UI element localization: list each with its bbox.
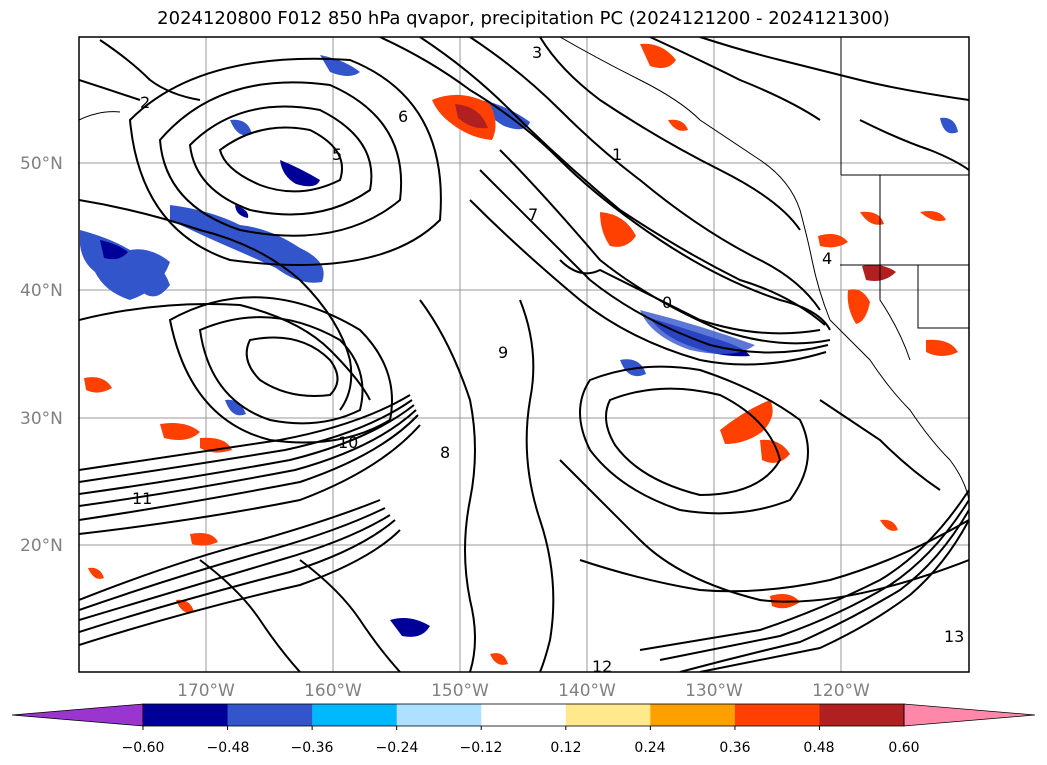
- lon-label: 160°W: [304, 681, 362, 701]
- contour-label: 8: [440, 443, 450, 462]
- colorbar-tick-label: −0.12: [460, 740, 503, 756]
- colorbar-segment: [143, 704, 229, 726]
- lat-label: 50°N: [20, 154, 63, 174]
- lat-label: 30°N: [20, 409, 63, 429]
- contour-label: 1: [612, 145, 622, 164]
- colorbar-ticks: −0.60 −0.48 −0.36 −0.24 −0.12 0.12 0.24 …: [122, 740, 920, 756]
- gridlines: [79, 37, 969, 672]
- coastlines: [79, 37, 969, 501]
- colorbar-tick-label: 0.24: [634, 740, 665, 756]
- map-background: [79, 37, 969, 672]
- colorbar-segment: [819, 704, 905, 726]
- colorbar-extend-high: [903, 703, 1036, 727]
- colorbar-segment: [227, 704, 313, 726]
- colorbar-tick-label: −0.24: [376, 740, 419, 756]
- contour-label: 7: [528, 205, 538, 224]
- colorbar-tick-label: −0.36: [291, 740, 334, 756]
- contour-label: 6: [398, 107, 408, 126]
- contour-label: 12: [592, 657, 612, 676]
- contour-label: 11: [132, 489, 152, 508]
- colorbar-segment: [396, 704, 482, 726]
- colorbar-segment: [312, 704, 398, 726]
- contour-label: 2: [140, 93, 150, 112]
- colorbar: [11, 703, 1036, 730]
- precip-negative-areas: [80, 55, 958, 637]
- qvapor-contours: [79, 37, 969, 672]
- colorbar-segment: [650, 704, 736, 726]
- colorbar-outline: [142, 703, 905, 727]
- lon-label: 170°W: [177, 681, 235, 701]
- contour-labels: 3 2 1 6 5 7 0 9 8 10 11 12 13 4: [132, 43, 964, 676]
- contour-label: 5: [332, 145, 342, 164]
- lon-label: 150°W: [431, 681, 489, 701]
- colorbar-tick-label: −0.48: [207, 740, 250, 756]
- precip-positive-areas: [84, 43, 958, 665]
- contour-label: 9: [498, 343, 508, 362]
- colorbar-tick-label: 0.36: [719, 740, 750, 756]
- lon-label: 120°W: [812, 681, 870, 701]
- colorbar-tick-label: 0.12: [550, 740, 581, 756]
- colorbar-segment: [481, 704, 567, 726]
- map-content: 3 2 1 6 5 7 0 9 8 10 11 12 13 4: [79, 37, 969, 676]
- contour-label: 4: [822, 249, 832, 268]
- lat-label: 20°N: [20, 536, 63, 556]
- colorbar-segment: [565, 704, 651, 726]
- contour-label: 3: [532, 43, 542, 62]
- lat-label: 40°N: [20, 281, 63, 301]
- contour-label: 13: [944, 627, 964, 646]
- map-title: 2024120800 F012 850 hPa qvapor, precipit…: [157, 8, 890, 29]
- colorbar-extend-low: [11, 703, 144, 727]
- colorbar-segment: [734, 704, 820, 726]
- colorbar-tick-label: 0.48: [803, 740, 834, 756]
- contour-label: 10: [338, 433, 358, 452]
- map-frame: [78, 36, 970, 673]
- colorbar-tick-label: −0.60: [122, 740, 165, 756]
- contour-label: 0: [662, 293, 672, 312]
- lon-label: 140°W: [558, 681, 616, 701]
- colorbar-tick-label: 0.60: [888, 740, 919, 756]
- lon-label: 130°W: [685, 681, 743, 701]
